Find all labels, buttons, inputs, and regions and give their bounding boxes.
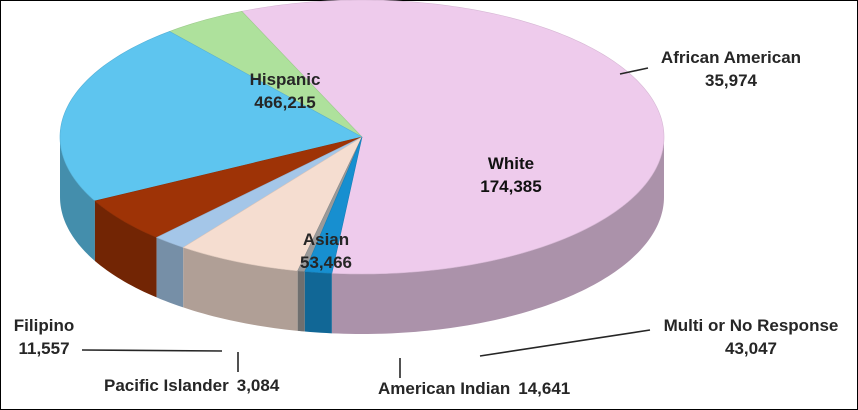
slice-label-pacific-islander: Pacific Islander 3,084	[104, 376, 280, 395]
slice-value-white: 174,385	[480, 177, 541, 196]
slice-label-american-indian-name: American Indian	[378, 379, 510, 398]
pie-tops	[59, 0, 665, 275]
slice-value-african-american: 35,974	[705, 71, 758, 90]
slice-side-multi-or-no-response	[94, 200, 157, 298]
slice-african-american	[168, 10, 363, 138]
slice-label-pacific-islander-name: Pacific Islander	[104, 376, 229, 395]
slice-value-pacific-islander: 3,084	[237, 376, 280, 395]
leader-lines	[81, 67, 651, 378]
slice-label-white: White	[488, 154, 534, 173]
slice-label-hispanic: Hispanic	[250, 70, 321, 89]
slice-value-hispanic: 466,215	[254, 93, 315, 112]
slice-asian	[182, 136, 363, 272]
slice-side-filipino	[304, 271, 332, 334]
slice-side-white	[60, 137, 95, 261]
slice-label-multi-or-no-response: Multi or No Response	[664, 316, 839, 335]
leader-african-american	[619, 67, 649, 75]
pie-sides	[60, 137, 664, 334]
slice-white	[59, 31, 363, 202]
slice-side-hispanic	[331, 137, 664, 334]
slice-label-filipino: Filipino	[14, 316, 74, 335]
slice-multi-or-no-response	[94, 136, 363, 238]
slice-value-filipino: 11,557	[18, 339, 69, 358]
slice-label-american-indian: American Indian 14,641	[378, 379, 570, 398]
leader-multi-or-no-response	[479, 329, 651, 357]
slice-side-pacific-islander	[297, 270, 305, 332]
leader-filipino	[81, 349, 223, 352]
slice-value-asian: 53,466	[300, 253, 352, 272]
slice-side-american-indian	[156, 237, 184, 308]
slice-value-multi-or-no-response: 43,047	[725, 339, 777, 358]
slice-value-american-indian: 14,641	[518, 379, 570, 398]
slice-filipino	[304, 136, 363, 274]
slice-hispanic	[241, 0, 665, 275]
slice-american-indian	[155, 136, 363, 248]
slice-label-african-american: African American	[661, 48, 801, 67]
slice-side-asian	[183, 247, 298, 331]
slice-label-asian: Asian	[303, 230, 349, 249]
